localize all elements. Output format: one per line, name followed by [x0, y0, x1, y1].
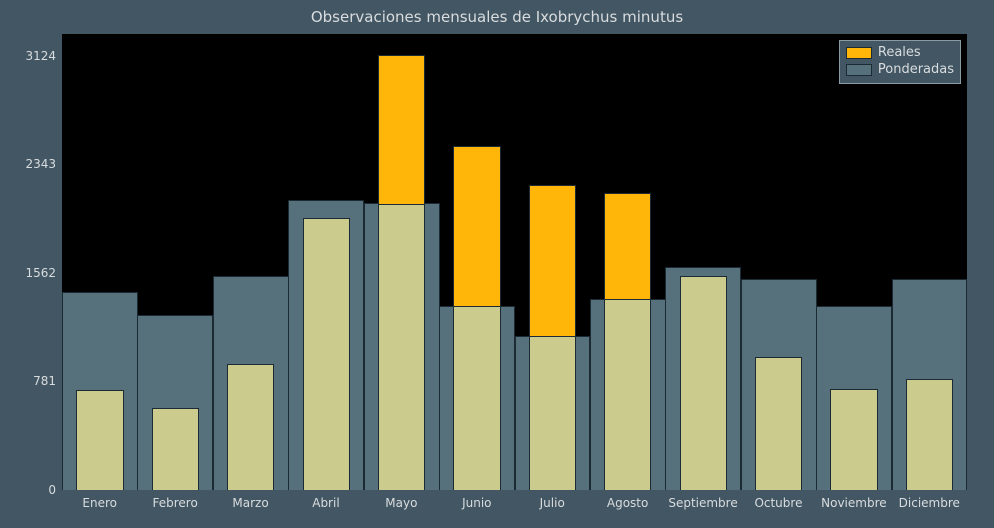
xtick-label: Mayo [385, 496, 417, 510]
ytick-label: 1562 [25, 266, 56, 280]
xtick-label: Agosto [607, 496, 648, 510]
bar-ponderadas [755, 357, 802, 490]
bar-ponderadas [604, 299, 651, 490]
chart-title: Observaciones mensuales de Ixobrychus mi… [0, 8, 994, 26]
ytick-label: 3124 [25, 49, 56, 63]
legend-swatch [846, 64, 872, 76]
xtick-label: Junio [462, 496, 491, 510]
bar-ponderadas [830, 389, 877, 490]
legend-item: Ponderadas [846, 62, 954, 79]
bar-ponderadas [152, 408, 199, 490]
bar-ponderadas [529, 336, 576, 490]
xtick-label: Febrero [152, 496, 197, 510]
xtick-label: Septiembre [668, 496, 737, 510]
xtick-label: Julio [540, 496, 565, 510]
bar-ponderadas [906, 379, 953, 490]
xtick-label: Diciembre [899, 496, 960, 510]
ytick-label: 781 [33, 374, 56, 388]
plot-area [62, 34, 967, 490]
xtick-label: Marzo [232, 496, 268, 510]
xtick-label: Abril [312, 496, 339, 510]
ytick-label: 2343 [25, 157, 56, 171]
legend-swatch [846, 47, 872, 59]
bar-ponderadas [680, 276, 727, 490]
figure: Observaciones mensuales de Ixobrychus mi… [0, 0, 994, 528]
xtick-label: Enero [82, 496, 117, 510]
legend-label: Ponderadas [878, 62, 954, 79]
bar-ponderadas [227, 364, 274, 490]
bar-ponderadas [378, 204, 425, 490]
ytick-label: 0 [48, 483, 56, 497]
legend-label: Reales [878, 45, 921, 62]
xtick-label: Noviembre [821, 496, 887, 510]
xtick-label: Octubre [754, 496, 802, 510]
bar-ponderadas [303, 218, 350, 490]
legend: RealesPonderadas [839, 40, 961, 84]
bar-ponderadas [76, 390, 123, 490]
bar-ponderadas [453, 306, 500, 491]
legend-item: Reales [846, 45, 954, 62]
